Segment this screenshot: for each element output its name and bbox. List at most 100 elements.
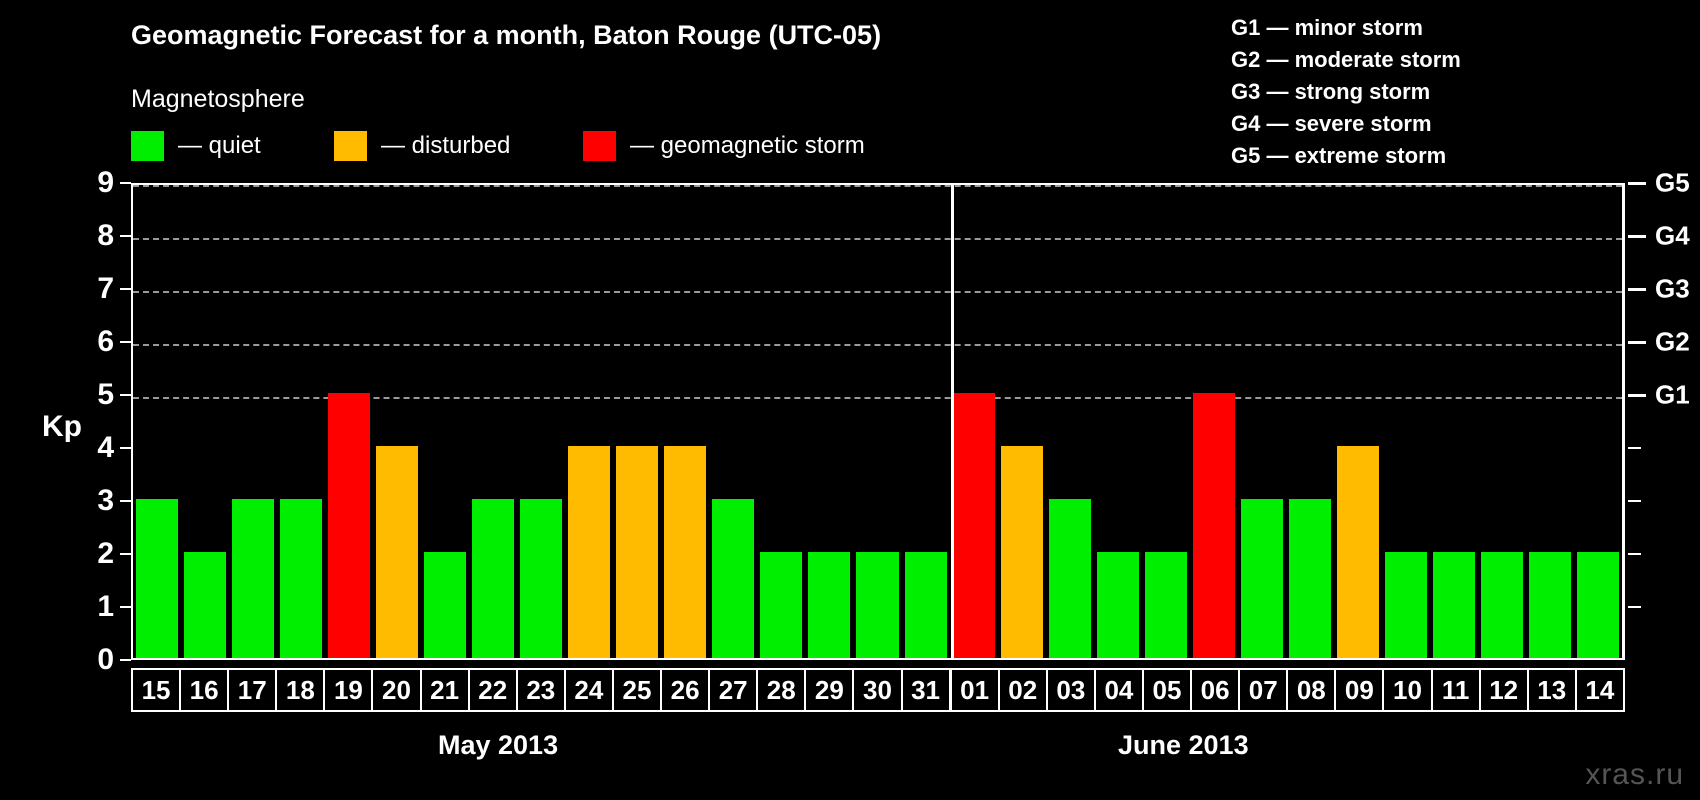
day-label-03[interactable]: 03	[1048, 670, 1096, 710]
bar-cell	[1286, 185, 1334, 658]
g-tick-mark-G5	[1628, 182, 1646, 185]
bar-22-quiet	[472, 499, 515, 658]
right-minor-tick-kp-1	[1628, 606, 1641, 608]
bar-cell	[1574, 185, 1622, 658]
bar-cell	[1142, 185, 1190, 658]
bar-30-quiet	[856, 552, 899, 658]
day-label-13[interactable]: 13	[1529, 670, 1577, 710]
day-label-25[interactable]: 25	[614, 670, 663, 710]
bar-cell	[133, 185, 181, 658]
bar-cell	[469, 185, 517, 658]
day-label-06[interactable]: 06	[1192, 670, 1241, 710]
bar-cell	[1334, 185, 1382, 658]
day-label-31[interactable]: 31	[903, 670, 952, 710]
day-label-19[interactable]: 19	[325, 670, 374, 710]
bar-cell	[1238, 185, 1286, 658]
bar-cell	[709, 185, 757, 658]
day-label-10[interactable]: 10	[1384, 670, 1433, 710]
legend-item-disturbed: — disturbed	[334, 131, 510, 161]
g-tick-mark-G3	[1628, 288, 1646, 291]
gridline-kp-5	[133, 397, 1622, 399]
bar-cell	[325, 185, 373, 658]
bar-06-storm	[1192, 393, 1235, 658]
right-minor-tick-kp-4	[1628, 447, 1641, 449]
y-tick-mark-3	[120, 500, 131, 502]
bar-cell	[661, 185, 709, 658]
day-label-11[interactable]: 11	[1433, 670, 1481, 710]
bar-cell	[805, 185, 853, 658]
bar-cell	[229, 185, 277, 658]
y-tick-label-3: 3	[97, 484, 114, 517]
bar-10-quiet	[1384, 552, 1427, 658]
bar-cell	[613, 185, 661, 658]
g-tick-mark-G1	[1628, 394, 1646, 397]
bar-cell	[1094, 185, 1142, 658]
day-axis: 15 16 17 18 19 20 21 22 23 24 25 26 27 28 29 30 31 01 02 03…	[131, 668, 1625, 712]
day-label-28[interactable]: 28	[758, 670, 807, 710]
right-minor-tick-kp-3	[1628, 500, 1641, 502]
day-label-27[interactable]: 27	[710, 670, 759, 710]
bar-24-disturbed	[568, 446, 611, 658]
g-tick-label-G5: G5	[1655, 167, 1690, 198]
bar-cell	[902, 185, 950, 658]
y-tick-label-1: 1	[97, 590, 114, 623]
legend-label-quiet: — quiet	[178, 132, 261, 159]
legend-label-disturbed: — disturbed	[381, 132, 511, 159]
bar-cell	[1430, 185, 1478, 658]
bar-25-disturbed	[616, 446, 659, 658]
bar-14-quiet	[1576, 552, 1619, 658]
day-label-30[interactable]: 30	[854, 670, 903, 710]
gscale-row-5: G5 — extreme storm	[1231, 143, 1447, 168]
day-label-29[interactable]: 29	[806, 670, 855, 710]
day-label-21[interactable]: 21	[422, 670, 470, 710]
y-tick-label-0: 0	[97, 643, 114, 676]
bar-31-quiet	[904, 552, 947, 658]
day-label-05[interactable]: 05	[1144, 670, 1193, 710]
gscale-row-2: G2 — moderate storm	[1231, 47, 1461, 72]
gscale-row-4: G4 — severe storm	[1231, 111, 1432, 136]
y-tick-mark-7	[120, 288, 131, 290]
month-caption: June 2013	[1118, 730, 1249, 760]
bar-15-quiet	[136, 499, 179, 658]
day-label-20[interactable]: 20	[373, 670, 422, 710]
bar-19-storm	[328, 393, 371, 658]
day-label-08[interactable]: 08	[1288, 670, 1337, 710]
day-label-16[interactable]: 16	[181, 670, 230, 710]
day-label-04[interactable]: 04	[1096, 670, 1144, 710]
chart-subtitle: Magnetosphere	[131, 85, 305, 113]
gscale-row-1: G1 — minor storm	[1231, 15, 1423, 40]
bar-17-quiet	[232, 499, 275, 658]
day-label-23[interactable]: 23	[518, 670, 566, 710]
day-label-26[interactable]: 26	[662, 670, 711, 710]
day-label-17[interactable]: 17	[229, 670, 278, 710]
bar-cell	[1526, 185, 1574, 658]
day-label-12[interactable]: 12	[1481, 670, 1529, 710]
day-label-24[interactable]: 24	[566, 670, 614, 710]
legend-item-storm: — geomagnetic storm	[583, 131, 865, 161]
bar-20-disturbed	[376, 446, 419, 658]
y-tick-mark-4	[120, 447, 131, 449]
day-label-02[interactable]: 02	[1000, 670, 1048, 710]
bar-cell	[950, 185, 998, 658]
day-label-07[interactable]: 07	[1240, 670, 1289, 710]
page-title: Geomagnetic Forecast for a month, Baton …	[131, 20, 882, 50]
day-label-14[interactable]: 14	[1585, 674, 1615, 705]
bar-cell	[373, 185, 421, 658]
gridline-kp-6	[133, 344, 1622, 346]
day-label-22[interactable]: 22	[470, 670, 518, 710]
bar-cell	[1046, 185, 1094, 658]
day-label-09[interactable]: 09	[1336, 670, 1385, 710]
g-tick-label-G3: G3	[1655, 273, 1690, 304]
bar-04-quiet	[1096, 552, 1139, 658]
day-label-15[interactable]: 15	[133, 670, 182, 710]
day-label-01[interactable]: 01	[952, 670, 1000, 710]
bar-cell	[757, 185, 805, 658]
gridline-kp-7	[133, 291, 1622, 293]
y-tick-mark-0	[120, 659, 131, 661]
legend-swatch-storm-icon	[583, 131, 616, 161]
legend-swatch-disturbed-icon	[334, 131, 367, 161]
bar-cell	[565, 185, 613, 658]
bar-21-quiet	[424, 552, 467, 658]
day-label-18[interactable]: 18	[277, 670, 326, 710]
